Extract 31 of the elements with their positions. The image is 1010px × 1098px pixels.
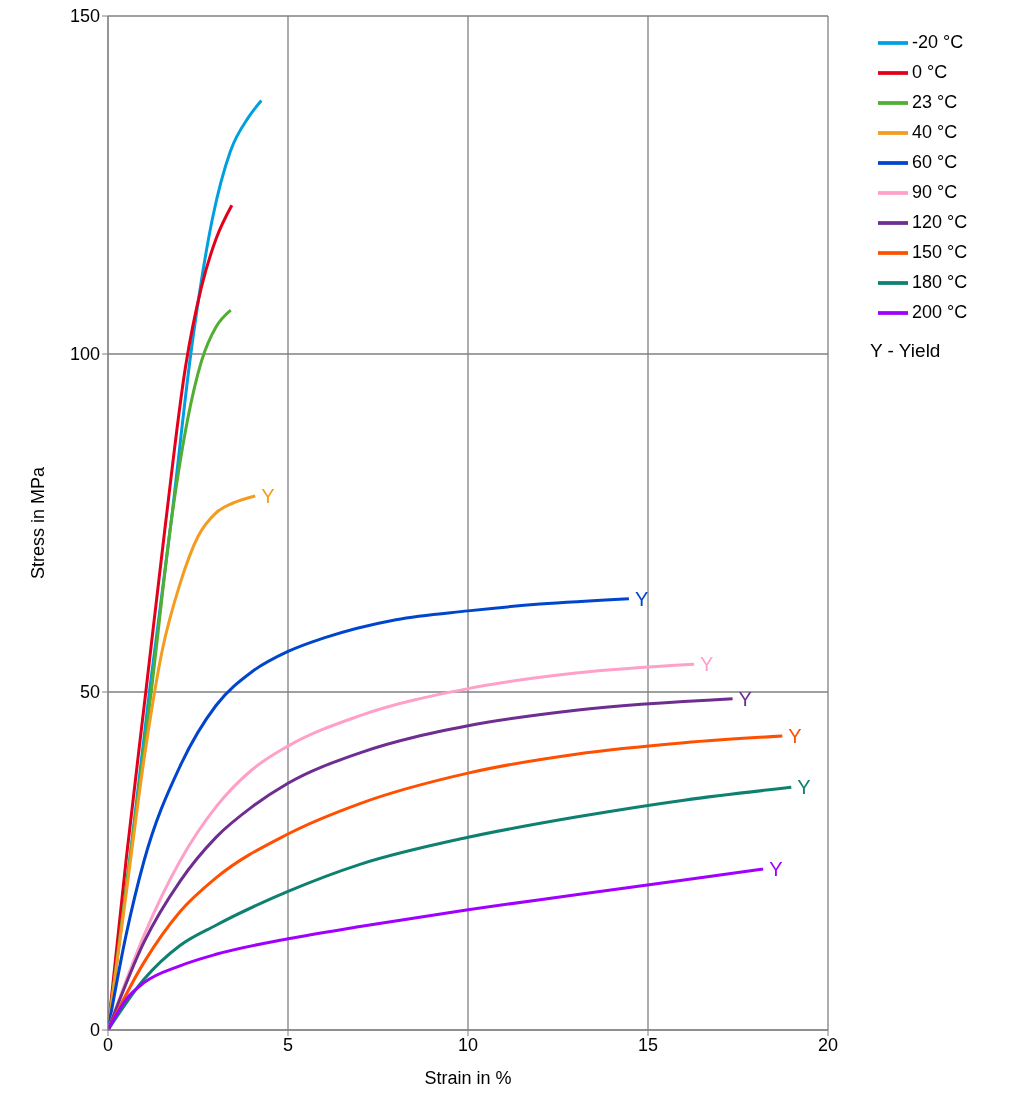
text: Y - Yield <box>870 340 941 362</box>
legend-label: 180 °C <box>912 271 968 292</box>
y-tick-label: 150 <box>69 6 100 27</box>
annotation: Y <box>700 653 714 676</box>
legend-label: -20 °C <box>912 31 964 52</box>
legend-label: 60 °C <box>912 151 958 172</box>
legend-label: 40 °C <box>912 121 958 142</box>
annotation: Y <box>738 687 752 710</box>
x-tick-label: 20 <box>817 1034 839 1055</box>
legend-label: 120 °C <box>912 211 968 232</box>
line-series <box>108 785 793 1030</box>
annotation: Y <box>634 587 649 610</box>
legend-label: 90 °C <box>912 181 958 202</box>
x-tick-label: 5 <box>282 1034 294 1055</box>
x-tick-label: 0 <box>102 1034 114 1055</box>
x-tick-label: 15 <box>637 1034 659 1055</box>
y-tick-label: 100 <box>69 344 100 365</box>
legend-label: 0 °C <box>912 61 948 82</box>
x-tick-label: 10 <box>457 1034 479 1055</box>
y-tick-label: 0 <box>89 1020 100 1041</box>
annotation: Y <box>769 858 783 881</box>
legend-label: 150 °C <box>912 241 968 262</box>
legend-label: 23 °C <box>912 91 958 112</box>
line-series <box>108 867 765 1030</box>
legend-label: 200 °C <box>912 301 968 322</box>
y-axis-title: Stress in MPa <box>28 466 49 580</box>
annotation: Y <box>261 485 275 508</box>
x-axis-title: Strain in % <box>424 1068 512 1088</box>
annotation: Y <box>797 776 811 799</box>
y-tick-label: 50 <box>79 682 100 703</box>
annotation: Y <box>788 725 802 748</box>
